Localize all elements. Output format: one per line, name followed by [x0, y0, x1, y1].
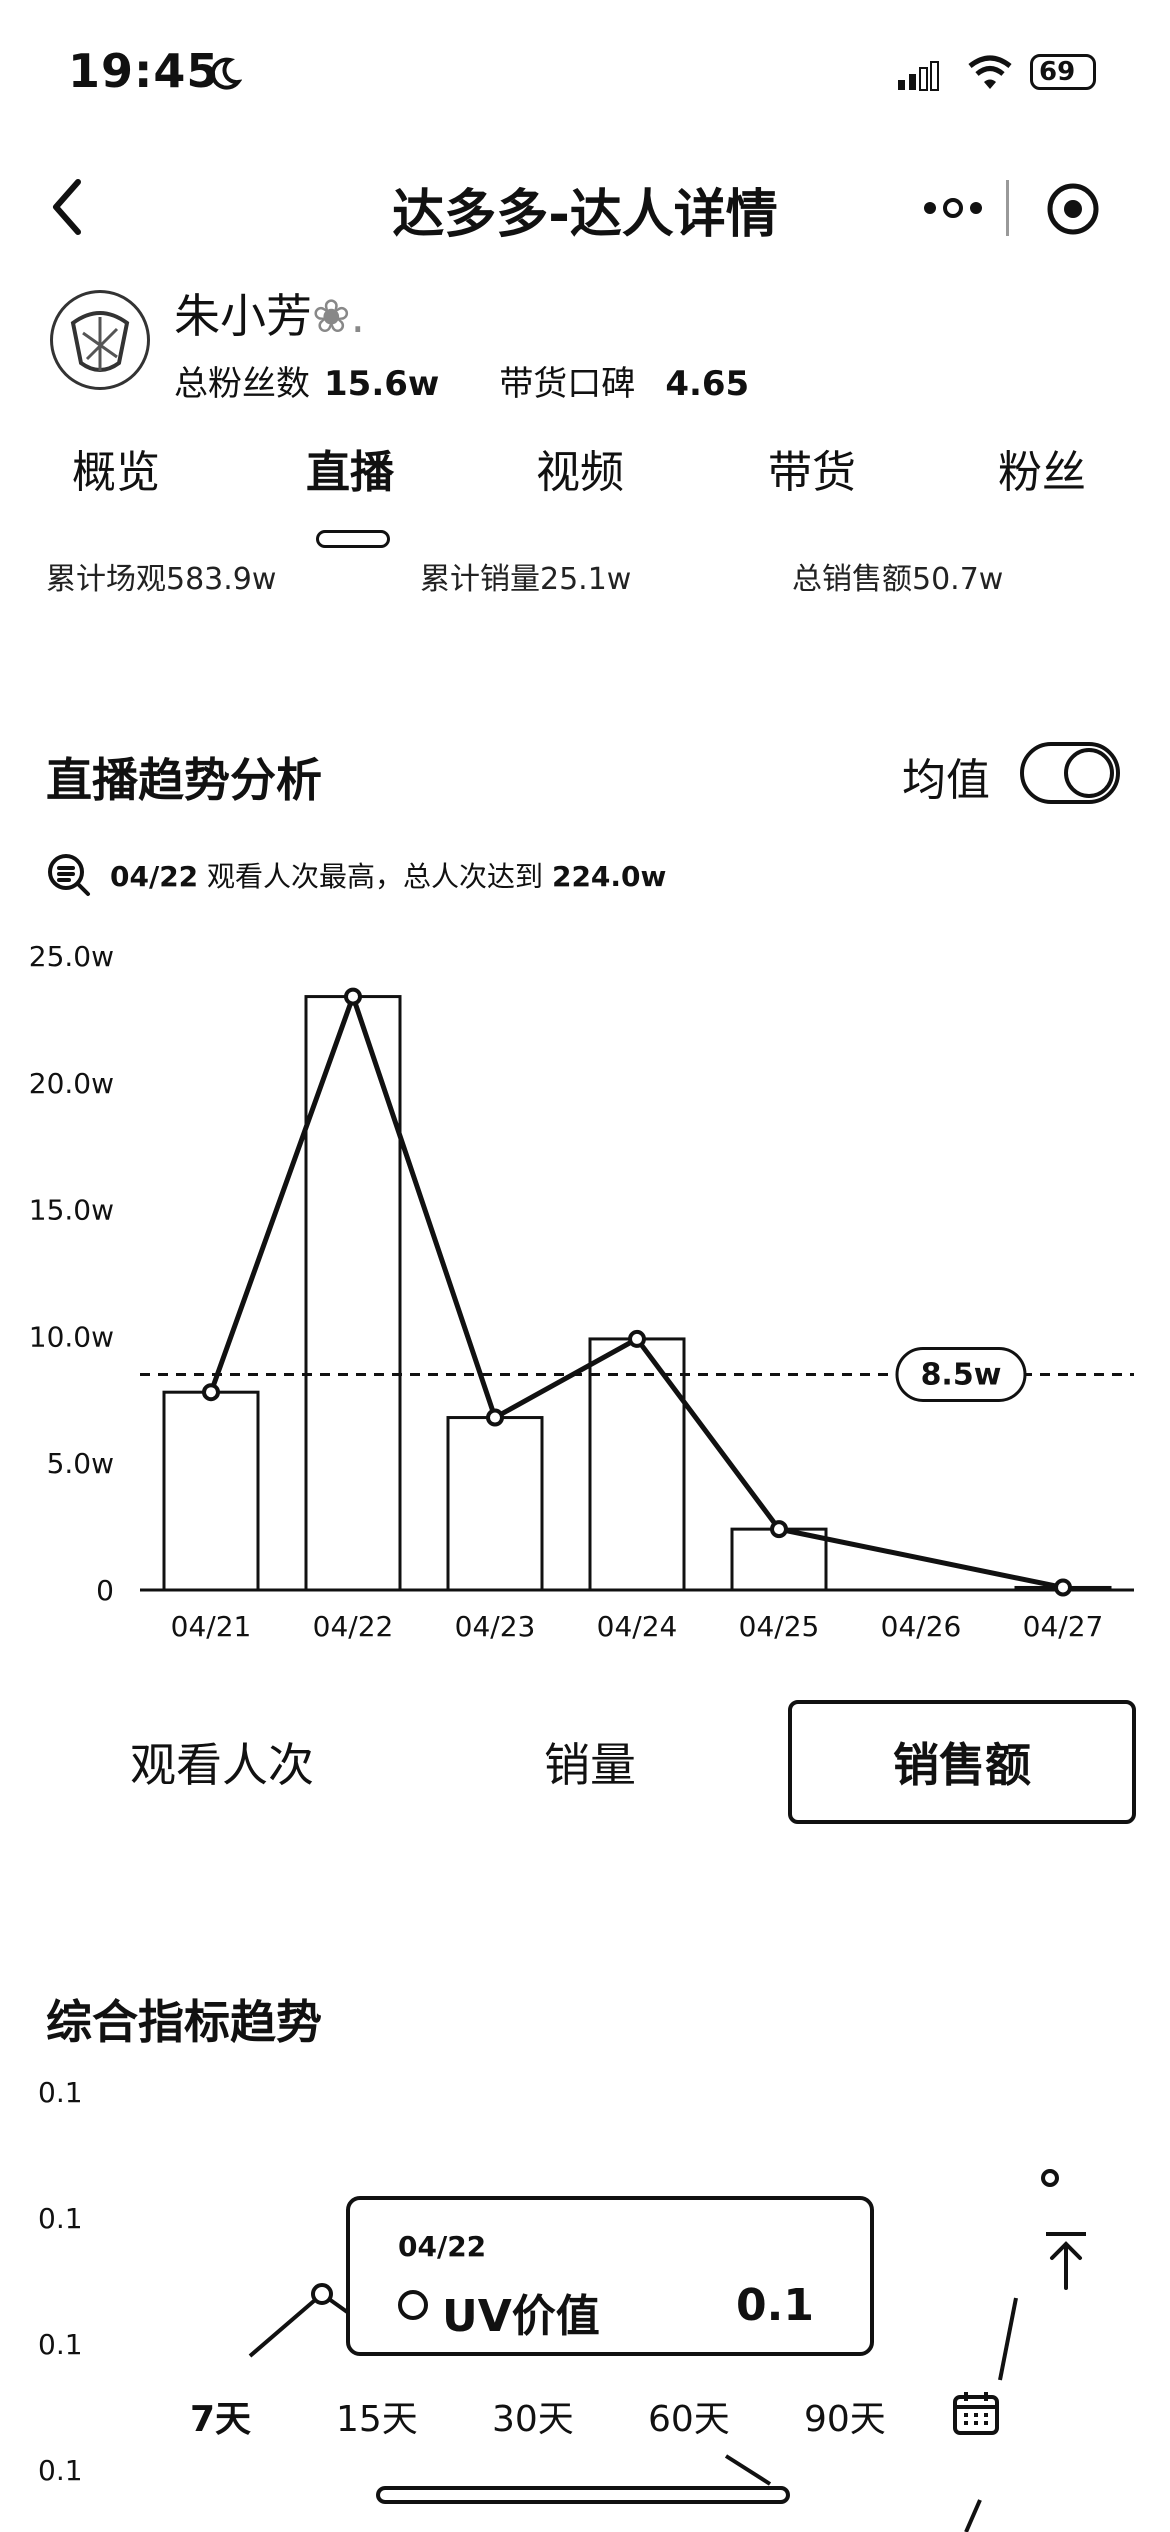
x-tick-label: 04/21: [171, 1610, 252, 1643]
profile-stats: 总粉丝数 15.6w 带货口碑 4.65: [174, 356, 809, 405]
battery-level: 69: [1039, 57, 1076, 87]
chart-line: [208, 994, 1064, 1590]
range-7-days[interactable]: 7天: [190, 2399, 252, 2440]
y-tick-label: 0.1: [38, 2328, 83, 2361]
insight-value: 224.0w: [551, 860, 667, 893]
chart-point: [770, 1520, 788, 1539]
toggle-knob: [1064, 748, 1114, 798]
insight-date: 04/22: [110, 860, 199, 893]
tooltip-series-dot: [398, 2290, 428, 2320]
home-indicator: [376, 2486, 790, 2504]
avatar-image: [56, 296, 144, 384]
tab-overview[interactable]: 概览: [72, 447, 160, 498]
average-label: 均值: [902, 755, 990, 806]
summary-views: 累计场观583.9w: [46, 562, 277, 597]
y-tick-label: 10.0w: [29, 1320, 114, 1353]
tooltip-date: 04/22: [398, 2230, 487, 2263]
target-icon[interactable]: [1046, 182, 1100, 236]
average-label-badge: [895, 1346, 1027, 1402]
chart-bar: [588, 1337, 686, 1592]
page-title: 达多多-达人详情: [392, 185, 778, 245]
tooltip-series-name: UV价值: [442, 2291, 600, 2342]
y-tick-label: 5.0w: [47, 1447, 114, 1480]
chart-point: [344, 987, 362, 1006]
summary-sales: 累计销量25.1w: [420, 562, 632, 597]
y-tick-label: 0.1: [38, 2454, 83, 2487]
chart-point: [202, 1383, 220, 1402]
tab-goods[interactable]: 带货: [768, 447, 856, 498]
signal-icon: [898, 61, 939, 91]
y-tick-label: 15.0w: [29, 1194, 114, 1227]
tab-indicator: [316, 530, 390, 548]
x-tick-label: 04/24: [597, 1610, 678, 1643]
tab-video[interactable]: 视频: [536, 447, 624, 498]
chart-point: [311, 2283, 333, 2305]
rating-value: 4.65: [665, 364, 750, 404]
tab-fans[interactable]: 粉丝: [998, 447, 1086, 498]
range-90-days[interactable]: 90天: [804, 2399, 886, 2440]
chart-point: [628, 1329, 646, 1348]
y-tick-label: 0.1: [38, 2202, 83, 2235]
y-tick-label: 0.1: [38, 2080, 83, 2109]
user-name: 朱小芳❀.: [174, 280, 365, 346]
live-trend-chart[interactable]: 0 5.0w 10.0w 15.0w 20.0w 25.0w 8.5w 04/21 04/22 0…: [0, 930, 1170, 1650]
chart-point: [1054, 1578, 1072, 1597]
y-tick-label: 20.0w: [29, 1067, 114, 1100]
metric-revenue-button[interactable]: 销售额: [788, 1700, 1136, 1824]
x-tick-label: 04/22: [313, 1610, 394, 1643]
wifi-icon: [968, 55, 1012, 89]
x-tick-label: 04/23: [455, 1610, 536, 1643]
range-30-days[interactable]: 30天: [492, 2399, 574, 2440]
live-trend-title: 直播趋势分析: [46, 753, 322, 807]
chart-point: [1041, 2169, 1059, 2187]
chart-tooltip: 04/22 UV价值 0.1: [346, 2196, 874, 2356]
avatar[interactable]: [50, 290, 150, 390]
rating-label: 带货口碑: [499, 364, 636, 404]
capsule-divider: [1006, 180, 1009, 236]
chart-bar: [162, 1390, 260, 1592]
tab-live[interactable]: 直播: [306, 447, 394, 498]
overall-trend-chart[interactable]: 0.1 0.1 0.1 0.1: [0, 2080, 1170, 2532]
metric-sales-button[interactable]: 销量: [544, 1738, 636, 1792]
mini-program-capsule: [920, 176, 1130, 240]
summary-revenue: 总销售额50.7w: [792, 562, 1004, 597]
x-tick-label: 04/26: [881, 1610, 962, 1643]
insight-line: 04/22 观看人次最高，总人次达到 224.0w: [46, 852, 666, 898]
y-tick-label: 25.0w: [29, 940, 114, 973]
range-15-days[interactable]: 15天: [336, 2399, 418, 2440]
battery-icon: 69: [1030, 54, 1096, 90]
x-tick-label: 04/25: [739, 1610, 820, 1643]
fans-label: 总粉丝数: [174, 364, 310, 404]
chart-bar: [446, 1416, 544, 1592]
fans-value: 15.6w: [324, 364, 440, 404]
chart-line-segment: [724, 2454, 772, 2486]
overall-trend-title: 综合指标趋势: [46, 1995, 322, 2049]
back-button[interactable]: [40, 172, 100, 242]
average-label: 8.5w: [921, 1357, 1002, 1392]
y-tick-label: 0: [96, 1574, 114, 1607]
moon-icon: [210, 57, 242, 90]
chart-line-segment: [998, 2297, 1018, 2381]
search-list-icon: [48, 854, 90, 896]
range-60-days[interactable]: 60天: [648, 2399, 730, 2440]
x-tick-label: 04/27: [1023, 1610, 1104, 1643]
status-time: 19:45: [68, 44, 220, 98]
chart-line-segment: [964, 2499, 982, 2532]
user-name-suffix: ❀.: [312, 289, 366, 343]
more-dots-icon[interactable]: [920, 188, 986, 228]
back-to-top-icon[interactable]: [1042, 2230, 1090, 2292]
tooltip-value: 0.1: [736, 2280, 814, 2331]
user-name-text: 朱小芳: [174, 289, 312, 343]
chart-point: [486, 1408, 504, 1427]
insight-text: 观看人次最高，总人次达到: [198, 860, 552, 893]
metric-views-button[interactable]: 观看人次: [130, 1738, 314, 1792]
calendar-icon[interactable]: [952, 2390, 1000, 2436]
average-toggle[interactable]: [1020, 742, 1120, 804]
